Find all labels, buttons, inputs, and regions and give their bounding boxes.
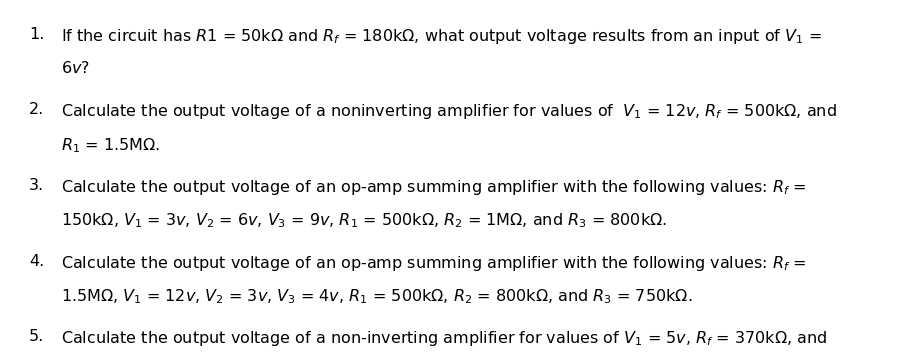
Text: 4.: 4. (29, 254, 44, 269)
Text: 2.: 2. (29, 102, 44, 117)
Text: Calculate the output voltage of an op-amp summing amplifier with the following v: Calculate the output voltage of an op-am… (62, 178, 807, 197)
Text: If the circuit has $R1$ = 50k$\Omega$ and $R_f$ = 180k$\Omega$, what output volt: If the circuit has $R1$ = 50k$\Omega$ an… (62, 27, 823, 45)
Text: 6$v$?: 6$v$? (62, 60, 90, 76)
Text: Calculate the output voltage of a non-inverting amplifier for values of $V_1$ = : Calculate the output voltage of a non-in… (62, 329, 828, 348)
Text: 1.5M$\Omega$, $V_1$ = 12$v$, $V_2$ = 3$v$, $V_3$ = 4$v$, $R_1$ = 500k$\Omega$, $: 1.5M$\Omega$, $V_1$ = 12$v$, $V_2$ = 3$v… (62, 288, 693, 306)
Text: 3.: 3. (29, 178, 44, 193)
Text: 150k$\Omega$, $V_1$ = 3$v$, $V_2$ = 6$v$, $V_3$ = 9$v$, $R_1$ = 500k$\Omega$, $R: 150k$\Omega$, $V_1$ = 3$v$, $V_2$ = 6$v$… (62, 212, 667, 230)
Text: 5.: 5. (29, 329, 44, 344)
Text: $R_1$ = 1.5M$\Omega$.: $R_1$ = 1.5M$\Omega$. (62, 136, 161, 154)
Text: Calculate the output voltage of a noninverting amplifier for values of  $V_1$ = : Calculate the output voltage of a noninv… (62, 102, 837, 121)
Text: Calculate the output voltage of an op-amp summing amplifier with the following v: Calculate the output voltage of an op-am… (62, 254, 807, 273)
Text: 1.: 1. (29, 27, 44, 41)
